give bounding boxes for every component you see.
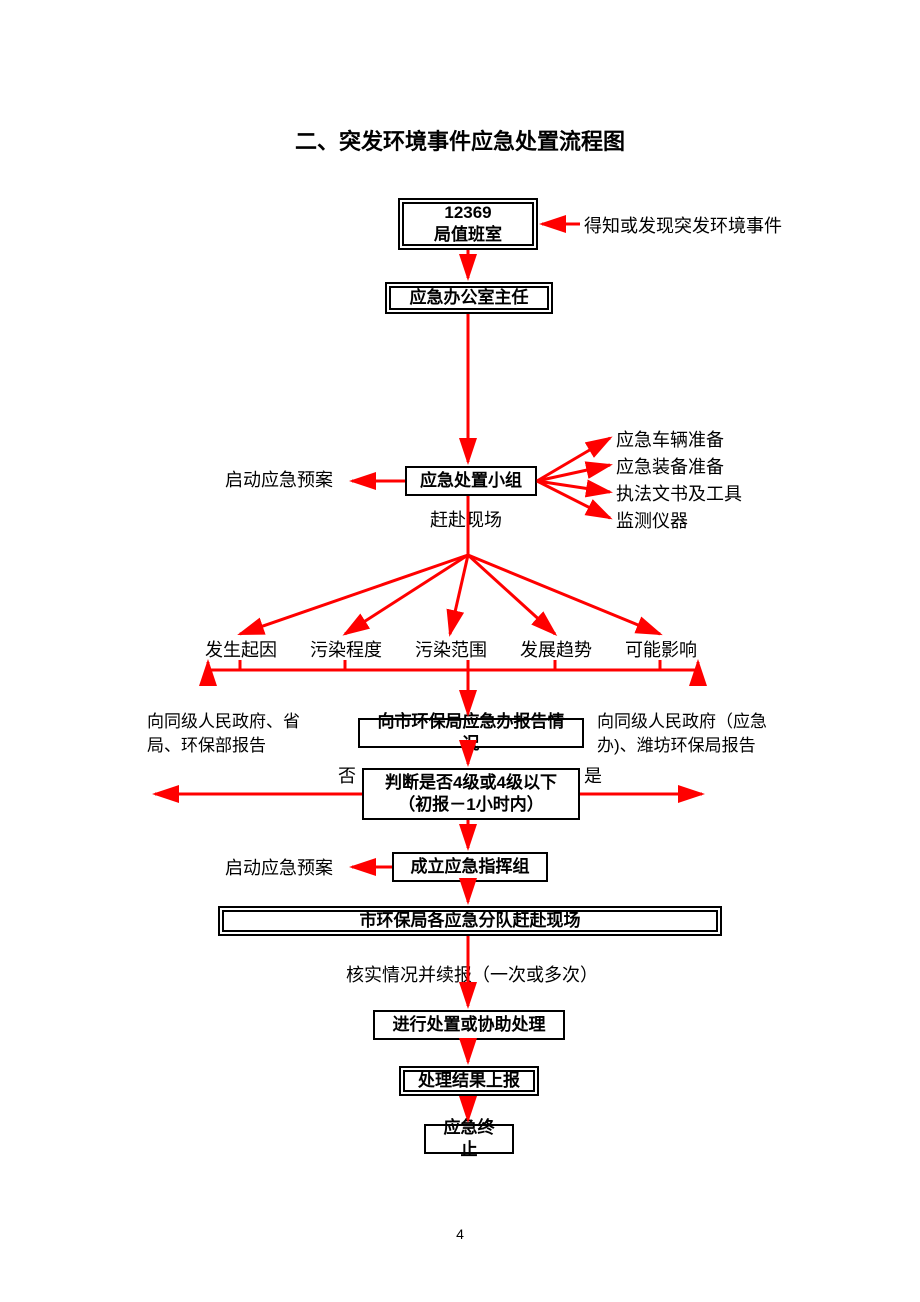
label-trend: 发展趋势 — [520, 638, 592, 663]
label-impact: 可能影响 — [625, 638, 697, 663]
label-verify: 核实情况并续报（一次或多次） — [346, 963, 598, 988]
page-number: 4 — [0, 1226, 920, 1242]
label-prep2: 应急装备准备 — [616, 455, 724, 480]
node-report-result: 处理结果上报 — [399, 1066, 539, 1096]
label-plan2: 启动应急预案 — [225, 856, 333, 881]
label-goto-scene: 赶赴现场 — [430, 508, 502, 533]
label-prep3: 执法文书及工具 — [616, 482, 742, 507]
node-decision-level: 判断是否4级或4级以下 （初报－1小时内） — [362, 768, 580, 820]
node-line: （初报－1小时内） — [385, 794, 557, 816]
label-degree: 污染程度 — [310, 638, 382, 663]
label-discover: 得知或发现突发环境事件 — [584, 214, 782, 239]
label-prep4: 监测仪器 — [616, 509, 688, 534]
node-report-situation: 向市环保局应急办报告情况 — [358, 718, 584, 748]
node-line: 局值班室 — [434, 224, 502, 246]
node-handle-assist: 进行处置或协助处理 — [373, 1010, 565, 1040]
node-terminate: 应急终止 — [424, 1124, 514, 1154]
label-scope: 污染范围 — [415, 638, 487, 663]
diagram-title: 二、突发环境事件应急处置流程图 — [0, 124, 920, 156]
label-prep1: 应急车辆准备 — [616, 428, 724, 453]
node-line: 判断是否4级或4级以下 — [385, 772, 557, 794]
label-yes: 是 — [584, 764, 602, 789]
node-line: 12369 — [434, 202, 502, 224]
label-plan1: 启动应急预案 — [225, 468, 333, 493]
node-office-director: 应急办公室主任 — [385, 282, 553, 314]
label-report-left: 向同级人民政府、省局、环保部报告 — [147, 710, 332, 758]
label-report-right: 向同级人民政府（应急办)、潍坊环保局报告 — [597, 710, 792, 758]
node-response-team: 应急处置小组 — [405, 466, 537, 496]
label-no: 否 — [338, 764, 356, 789]
node-command-group: 成立应急指挥组 — [392, 852, 548, 882]
node-duty-room: 12369 局值班室 — [398, 198, 538, 250]
label-cause: 发生起因 — [205, 638, 277, 663]
node-teams-to-scene: 市环保局各应急分队赶赴现场 — [218, 906, 722, 936]
